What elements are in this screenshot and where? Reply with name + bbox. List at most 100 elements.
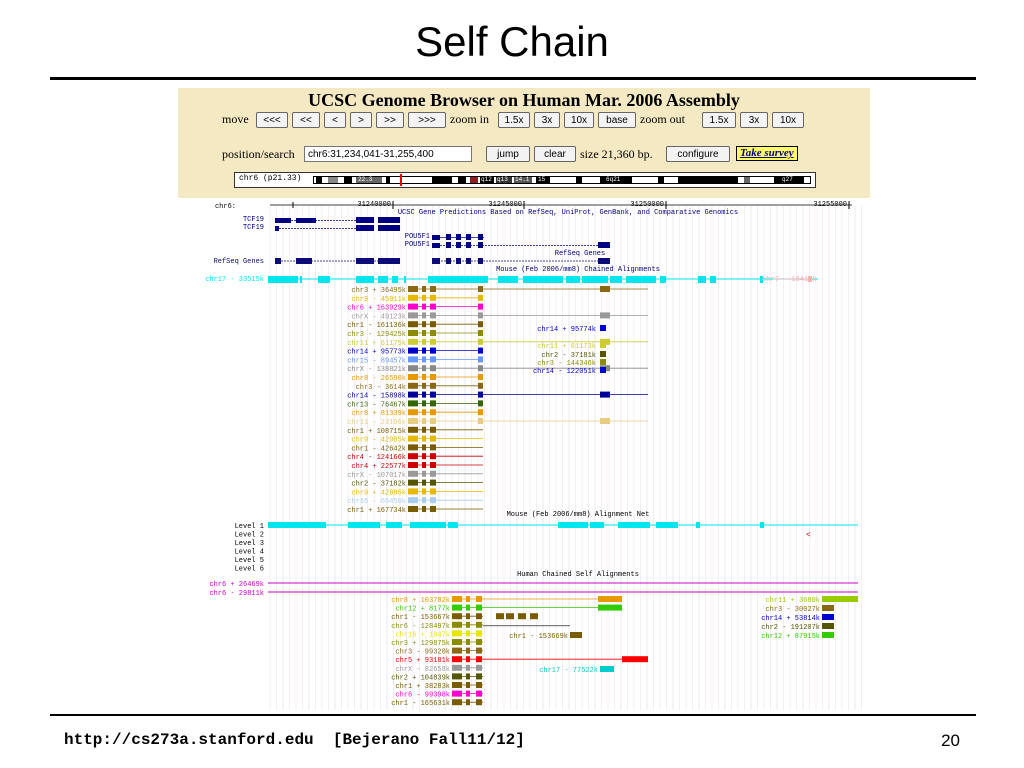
- ruler-tick-label: 31240000: [357, 201, 391, 209]
- net-level-label: Level 6: [235, 566, 264, 574]
- self-chain-label: chr1 - 165631k: [391, 700, 450, 708]
- move-right-more-button[interactable]: >>: [376, 112, 404, 128]
- mouse-chain-block: [422, 506, 426, 512]
- exon: [478, 242, 483, 248]
- zoom-in-3x-button[interactable]: 3x: [534, 112, 560, 128]
- chain-block: [710, 276, 716, 283]
- self-chain-label: chr11 + 3680k: [765, 597, 820, 605]
- clear-button[interactable]: clear: [534, 146, 576, 162]
- self-chain-label: chr2 + 104839k: [391, 674, 450, 682]
- move-left-button[interactable]: <: [324, 112, 346, 128]
- self-chain-block: [466, 664, 470, 671]
- mouse-chain-block: [422, 286, 426, 292]
- mouse-chain-label: chr11 + 61175k: [347, 340, 406, 348]
- exon: [446, 234, 451, 240]
- self-chain-label: chr1 + 38283k: [395, 683, 450, 691]
- exon: [466, 234, 471, 240]
- chain-block: [300, 276, 302, 283]
- self-chain-block: [452, 673, 462, 680]
- self-chain-block: [452, 639, 462, 645]
- self-chain-block: [822, 614, 834, 620]
- page-number: 20: [941, 731, 960, 750]
- mouse-chain-block: [430, 347, 436, 354]
- mouse-chain-block: [422, 391, 426, 398]
- mouse-chain-block: [408, 312, 418, 319]
- mouse-chain-block: [408, 435, 418, 442]
- exon: [275, 218, 291, 223]
- mouse-chain-label: chr9 - 42985k: [351, 437, 406, 445]
- mouse-chain-block: [478, 330, 483, 336]
- exon: [456, 242, 461, 248]
- self-chain-block: [466, 630, 470, 637]
- chain-block: [404, 276, 406, 283]
- move-left-more-button[interactable]: <<: [292, 112, 320, 128]
- chromosome-ideogram[interactable]: 22.3 q12 q13 14.1 15 6q21: [313, 174, 811, 186]
- move-far-right-button[interactable]: >>>: [408, 112, 446, 128]
- mouse-chain-label: chr2 - 37181k: [541, 352, 596, 360]
- self-chain-label: chr3 - 30027k: [765, 606, 820, 614]
- configure-button[interactable]: configure: [666, 146, 730, 162]
- net-block: [590, 522, 604, 528]
- self-chain-block: [476, 673, 482, 680]
- mouse-chain-block: [430, 426, 436, 433]
- zoom-in-1-5x-button[interactable]: 1.5x: [498, 112, 530, 128]
- zoom-out-1-5x-button[interactable]: 1.5x: [702, 112, 736, 128]
- mouse-chain-block: [422, 418, 426, 424]
- band: [774, 177, 804, 183]
- move-right-button[interactable]: >: [350, 112, 372, 128]
- browser-control-panel: UCSC Genome Browser on Human Mar. 2006 A…: [178, 88, 870, 198]
- net-block: [696, 522, 700, 528]
- chain-block: [626, 276, 656, 283]
- mouse-chain-block: [422, 356, 426, 363]
- self-chain-block: [476, 630, 482, 637]
- zoom-in-base-button[interactable]: base: [598, 112, 636, 128]
- self-chain-label: chr5 + 93181k: [395, 657, 450, 665]
- mouse-chain-block: [430, 382, 436, 389]
- band: [536, 177, 550, 183]
- band: [344, 177, 352, 183]
- band: [496, 177, 512, 183]
- band: [356, 177, 382, 183]
- self-chain-block: [496, 613, 504, 620]
- mouse-chain-label: chr1 + 167734k: [347, 507, 406, 515]
- ruler-label: chr6:: [215, 203, 236, 211]
- mouse-chain-label: chr4 - 124166k: [347, 454, 406, 462]
- mouse-chain-block: [478, 312, 483, 319]
- zoom-out-3x-button[interactable]: 3x: [740, 112, 768, 128]
- mouse-chain-label: chr16 - 65450k: [347, 498, 406, 506]
- band: [600, 177, 632, 183]
- jump-button[interactable]: jump: [486, 146, 530, 162]
- self-chain-label: chr1 - 153669k: [509, 633, 568, 641]
- self-chain-label: chr1 - 153667k: [391, 614, 450, 622]
- mouse-chain-block: [430, 321, 436, 328]
- self-chain-block: [822, 605, 834, 611]
- self-chain-label: chr14 + 53814k: [761, 615, 820, 623]
- genome-browser-screenshot: UCSC Genome Browser on Human Mar. 2006 A…: [178, 88, 870, 712]
- self-chain-block: [452, 690, 462, 697]
- mouse-chain-label: chr14 + 95774k: [537, 326, 596, 334]
- mouse-chain-block: [430, 391, 436, 398]
- move-label: move: [222, 112, 249, 126]
- mouse-chain-block: [430, 506, 436, 512]
- band: [432, 177, 452, 183]
- zoom-out-10x-button[interactable]: 10x: [772, 112, 804, 128]
- take-survey-link[interactable]: Take survey: [736, 146, 798, 161]
- mouse-chain-block: [430, 479, 436, 486]
- move-far-left-button[interactable]: <<<: [256, 112, 288, 128]
- zoom-in-10x-button[interactable]: 10x: [564, 112, 594, 128]
- chain-block: [698, 276, 706, 283]
- chain-block: [582, 276, 608, 283]
- exon: [275, 226, 279, 231]
- net-level-label: Level 2: [235, 532, 264, 540]
- mouse-chain-block: [422, 497, 426, 504]
- mouse-chain-block: [422, 426, 426, 433]
- self-chain-block: [452, 630, 462, 637]
- mouse-chain-block: [430, 356, 436, 363]
- net-block: [386, 522, 402, 528]
- self-chain-block: [452, 699, 462, 706]
- track-display[interactable]: chr6: 31240000 31245000 31250000 31255000 UCS…: [178, 200, 870, 712]
- browser-title: UCSC Genome Browser on Human Mar. 2006 A…: [308, 90, 740, 110]
- position-search-input[interactable]: [304, 146, 472, 162]
- self-chain-block: [466, 682, 470, 688]
- mouse-chain-block: [478, 391, 483, 398]
